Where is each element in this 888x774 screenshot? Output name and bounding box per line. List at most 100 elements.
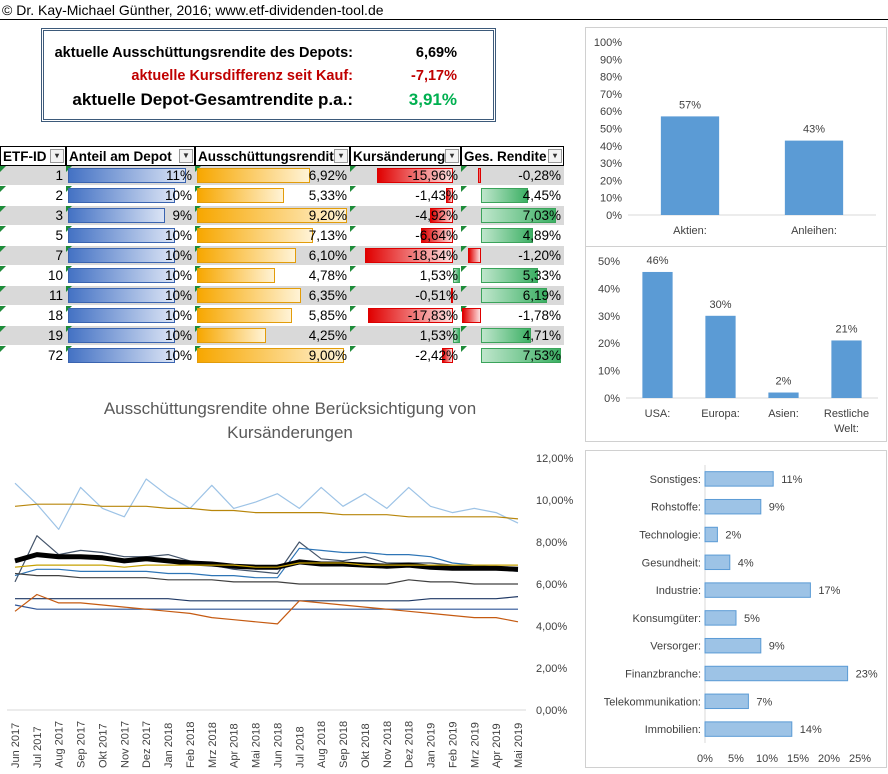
etf-id-cell[interactable]: 3 <box>0 206 66 225</box>
y-tick-label: 20% <box>598 338 620 350</box>
y-tick-label: 40% <box>600 141 622 153</box>
total-return-cell[interactable]: -0,28% <box>461 166 564 185</box>
yield-cell[interactable]: 7,13% <box>195 226 350 245</box>
price-change-cell[interactable]: 1,53% <box>350 326 461 345</box>
x-tick-label: Mrz 2019 <box>469 722 481 768</box>
table-row[interactable]: 19 10% 4,25% 1,53% 4,71% <box>0 326 564 345</box>
share-cell[interactable]: 10% <box>66 246 195 265</box>
price-change-cell[interactable]: 1,53% <box>350 266 461 285</box>
yield-cell[interactable]: 6,92% <box>195 166 350 185</box>
yield-cell[interactable]: 4,78% <box>195 266 350 285</box>
cell-note-indicator <box>461 246 467 252</box>
yield-cell[interactable]: 6,10% <box>195 246 350 265</box>
etf-id-cell[interactable]: 11 <box>0 286 66 305</box>
total-return-databar <box>468 248 481 263</box>
cell-note-indicator <box>350 186 356 192</box>
header-etf-id[interactable]: ETF-ID ▾ <box>0 146 66 166</box>
cell-note-indicator <box>0 266 6 272</box>
share-cell[interactable]: 10% <box>66 326 195 345</box>
header-share[interactable]: Anteil am Depot ▼ <box>66 146 195 166</box>
share-cell-text: 10% <box>164 328 192 343</box>
share-cell[interactable]: 10% <box>66 346 195 365</box>
filter-dropdown-icon[interactable]: ▾ <box>548 149 562 163</box>
category-label: Welt: <box>834 423 859 435</box>
share-databar <box>68 348 176 363</box>
header-total-return[interactable]: Ges. Rendite ▾ <box>461 146 564 166</box>
total-return-cell[interactable]: 4,89% <box>461 226 564 245</box>
filter-dropdown-icon[interactable]: ▾ <box>445 149 459 163</box>
etf-id-cell[interactable]: 18 <box>0 306 66 325</box>
etf-id-cell-text: 5 <box>55 228 63 243</box>
yield-cell[interactable]: 5,33% <box>195 186 350 205</box>
share-cell[interactable]: 9% <box>66 206 195 225</box>
etf-id-cell[interactable]: 1 <box>0 166 66 185</box>
share-cell[interactable]: 11% <box>66 166 195 185</box>
yield-cell[interactable]: 6,35% <box>195 286 350 305</box>
header-price-change[interactable]: Kursänderung ▾ <box>350 146 461 166</box>
x-tick-label: Okt 2018 <box>360 723 372 768</box>
price-change-cell[interactable]: -15,96% <box>350 166 461 185</box>
share-cell[interactable]: 10% <box>66 286 195 305</box>
share-cell[interactable]: 10% <box>66 266 195 285</box>
etf-id-cell[interactable]: 5 <box>0 226 66 245</box>
series-line <box>14 478 519 530</box>
etf-id-cell[interactable]: 7 <box>0 246 66 265</box>
yield-cell[interactable]: 5,85% <box>195 306 350 325</box>
total-return-cell[interactable]: 4,45% <box>461 186 564 205</box>
x-tick-label: Nov 2017 <box>119 721 131 768</box>
total-return-cell[interactable]: 4,71% <box>461 326 564 345</box>
yield-cell-text: 4,78% <box>308 268 347 283</box>
total-return-cell[interactable]: 5,33% <box>461 266 564 285</box>
header-yield[interactable]: Ausschüttungsrendite ▾ <box>195 146 350 166</box>
share-cell[interactable]: 10% <box>66 306 195 325</box>
share-databar <box>68 268 176 283</box>
total-return-cell[interactable]: -1,78% <box>461 306 564 325</box>
bar <box>704 526 718 543</box>
etf-id-cell[interactable]: 2 <box>0 186 66 205</box>
data-label: 2% <box>725 530 741 542</box>
data-label: 23% <box>856 669 878 681</box>
price-change-cell[interactable]: -6,64% <box>350 226 461 245</box>
yield-cell[interactable]: 9,20% <box>195 206 350 225</box>
category-label: Immobilien: <box>645 724 701 736</box>
price-change-cell[interactable]: -4,92% <box>350 206 461 225</box>
table-row[interactable]: 18 10% 5,85% -17,83% -1,78% <box>0 306 564 325</box>
y-tick-label: 30% <box>600 158 622 170</box>
etf-id-cell[interactable]: 72 <box>0 346 66 365</box>
price-change-cell[interactable]: -17,83% <box>350 306 461 325</box>
table-row[interactable]: 11 10% 6,35% -0,51% 6,19% <box>0 286 564 305</box>
yield-cell[interactable]: 4,25% <box>195 326 350 345</box>
series-line <box>15 596 519 602</box>
yield-label: aktuelle Ausschüttungsrendite des Depots… <box>54 45 353 61</box>
share-cell[interactable]: 10% <box>66 226 195 245</box>
table-row[interactable]: 5 10% 7,13% -6,64% 4,89% <box>0 226 564 245</box>
total-return-cell[interactable]: 7,53% <box>461 346 564 365</box>
total-return-cell[interactable]: 7,03% <box>461 206 564 225</box>
share-cell[interactable]: 10% <box>66 186 195 205</box>
x-tick-label: Dez 2018 <box>404 721 416 768</box>
table-row[interactable]: 2 10% 5,33% -1,43% 4,45% <box>0 186 564 205</box>
price-change-cell[interactable]: -18,54% <box>350 246 461 265</box>
cell-note-indicator <box>461 346 467 352</box>
filter-dropdown-icon[interactable]: ▾ <box>50 149 64 163</box>
price-change-databar <box>453 268 461 283</box>
price-change-cell[interactable]: -0,51% <box>350 286 461 305</box>
total-return-cell[interactable]: 6,19% <box>461 286 564 305</box>
filter-dropdown-icon[interactable]: ▾ <box>334 149 348 163</box>
filter-active-icon[interactable]: ▼ <box>179 149 193 163</box>
price-change-cell[interactable]: -1,43% <box>350 186 461 205</box>
yield-cell[interactable]: 9,00% <box>195 346 350 365</box>
etf-id-cell[interactable]: 19 <box>0 326 66 345</box>
table-row[interactable]: 72 10% 9,00% -2,42% 7,53% <box>0 346 564 365</box>
price-change-cell[interactable]: -2,42% <box>350 346 461 365</box>
total-return-databar <box>478 168 481 183</box>
table-row[interactable]: 10 10% 4,78% 1,53% 5,33% <box>0 266 564 285</box>
total-return-cell[interactable]: -1,20% <box>461 246 564 265</box>
table-row[interactable]: 1 11% 6,92% -15,96% -0,28% <box>0 166 564 185</box>
data-label: 14% <box>800 724 822 736</box>
table-row[interactable]: 7 10% 6,10% -18,54% -1,20% <box>0 246 564 265</box>
table-row[interactable]: 3 9% 9,20% -4,92% 7,03% <box>0 206 564 225</box>
y-tick-label: 50% <box>598 256 620 268</box>
total-return-cell-text: 6,19% <box>522 288 561 303</box>
etf-id-cell[interactable]: 10 <box>0 266 66 285</box>
